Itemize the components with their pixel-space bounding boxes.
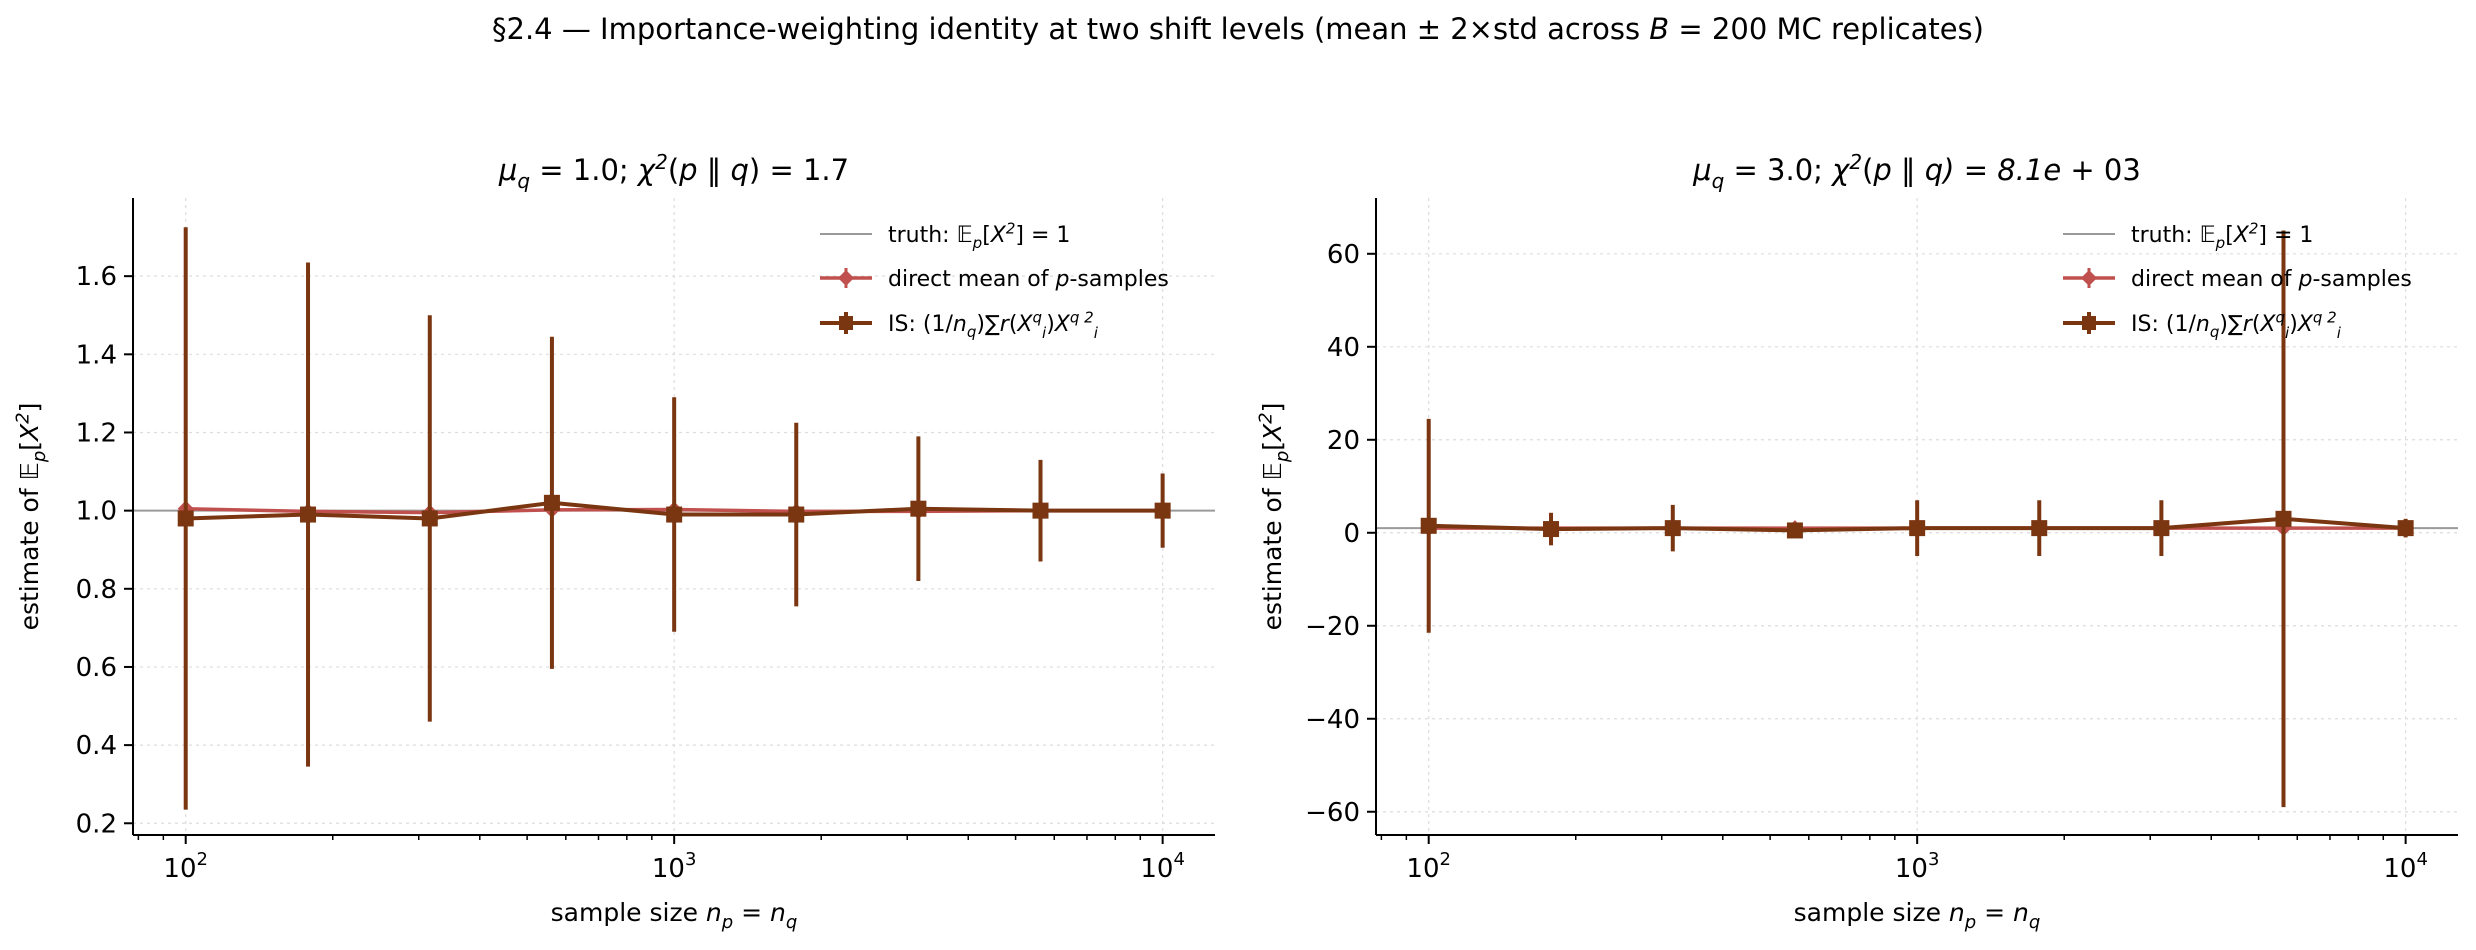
x-tick-label: 104	[1140, 849, 1185, 884]
data-point	[1543, 521, 1560, 538]
data-point	[177, 510, 194, 527]
data-point	[1420, 517, 1437, 534]
chart-panel-1: 102 103 104 0.2 0.4 0.6 0.8 1.0 1.2 1.4 1.6 μq = 1.…	[13, 150, 1215, 933]
y-tick-label: −60	[1305, 798, 1360, 828]
y-tick-label: 0.8	[76, 575, 117, 605]
y-tick-label: 1.2	[76, 418, 117, 448]
figure-suptitle: §2.4 — Importance-weighting identity at …	[492, 12, 1984, 46]
x-tick-label: 104	[2383, 849, 2428, 884]
data-point	[543, 494, 560, 511]
data-point	[421, 510, 438, 527]
data-point	[788, 506, 805, 523]
data-point	[2153, 520, 2170, 537]
data-point	[1664, 520, 1681, 537]
legend-marker-direct	[2081, 270, 2097, 286]
series-is	[1420, 230, 2414, 808]
chart-panel-2: 102 103 104 −60 −40 −20 0 20 40 60 μq = 3.0; χ2(p …	[1256, 150, 2458, 933]
data-point	[1032, 502, 1049, 519]
y-tick-label: −20	[1305, 612, 1360, 642]
y-tick-label: 0	[1343, 519, 1360, 549]
x-tick-label: 103	[1895, 849, 1940, 884]
x-tick-label: 102	[163, 849, 208, 884]
y-tick-label: 40	[1327, 333, 1360, 363]
data-point	[300, 506, 317, 523]
legend-label-truth: truth: 𝔼p[X2] = 1	[888, 220, 1070, 253]
data-point	[1154, 502, 1171, 519]
data-point	[2275, 510, 2292, 527]
legend: truth: 𝔼p[X2] = 1 direct mean of p-sample…	[820, 220, 1169, 342]
y-axis-label: estimate of 𝔼p[X2]	[1256, 403, 1294, 631]
y-tick-label: 1.0	[76, 497, 117, 527]
y-axis-label: estimate of 𝔼p[X2]	[13, 403, 51, 631]
data-point	[1786, 522, 1803, 539]
legend-label-direct: direct mean of p-samples	[2131, 267, 2412, 292]
legend: truth: 𝔼p[X2] = 1 direct mean of p-sample…	[2063, 220, 2412, 342]
x-tick-label: 102	[1406, 849, 1451, 884]
y-tick-label: 0.6	[76, 653, 117, 683]
data-point	[1909, 520, 1926, 537]
legend-label-truth: truth: 𝔼p[X2] = 1	[2131, 220, 2313, 253]
y-tick-label: 20	[1327, 426, 1360, 456]
legend-label-is: IS: (1/nq)∑r(Xqi)Xq 2i	[2131, 309, 2342, 342]
y-tick-label: 0.4	[76, 731, 117, 761]
data-point	[2397, 520, 2414, 537]
y-tick-label: 1.6	[76, 262, 117, 292]
legend-marker-is	[2082, 316, 2096, 330]
legend-label-direct: direct mean of p-samples	[888, 267, 1169, 292]
data-point	[666, 506, 683, 523]
x-tick-label: 103	[652, 849, 697, 884]
legend-marker-direct	[838, 270, 854, 286]
legend-marker-is	[839, 316, 853, 330]
x-axis-label: sample size np = nq	[1794, 898, 2041, 933]
series-is	[177, 227, 1171, 810]
y-tick-label: 0.2	[76, 809, 117, 839]
chart-title: μq = 1.0; χ2(p ‖ q) = 1.7	[498, 150, 849, 193]
x-axis-label: sample size np = nq	[551, 898, 798, 933]
y-tick-label: −40	[1305, 705, 1360, 735]
chart-title: μq = 3.0; χ2(p ‖ q) = 8.1e + 03	[1692, 150, 2141, 193]
data-point	[910, 500, 927, 517]
y-tick-label: 1.4	[76, 340, 117, 370]
data-point	[2031, 520, 2048, 537]
legend-label-is: IS: (1/nq)∑r(Xqi)Xq 2i	[888, 309, 1099, 342]
y-tick-label: 60	[1327, 240, 1360, 270]
